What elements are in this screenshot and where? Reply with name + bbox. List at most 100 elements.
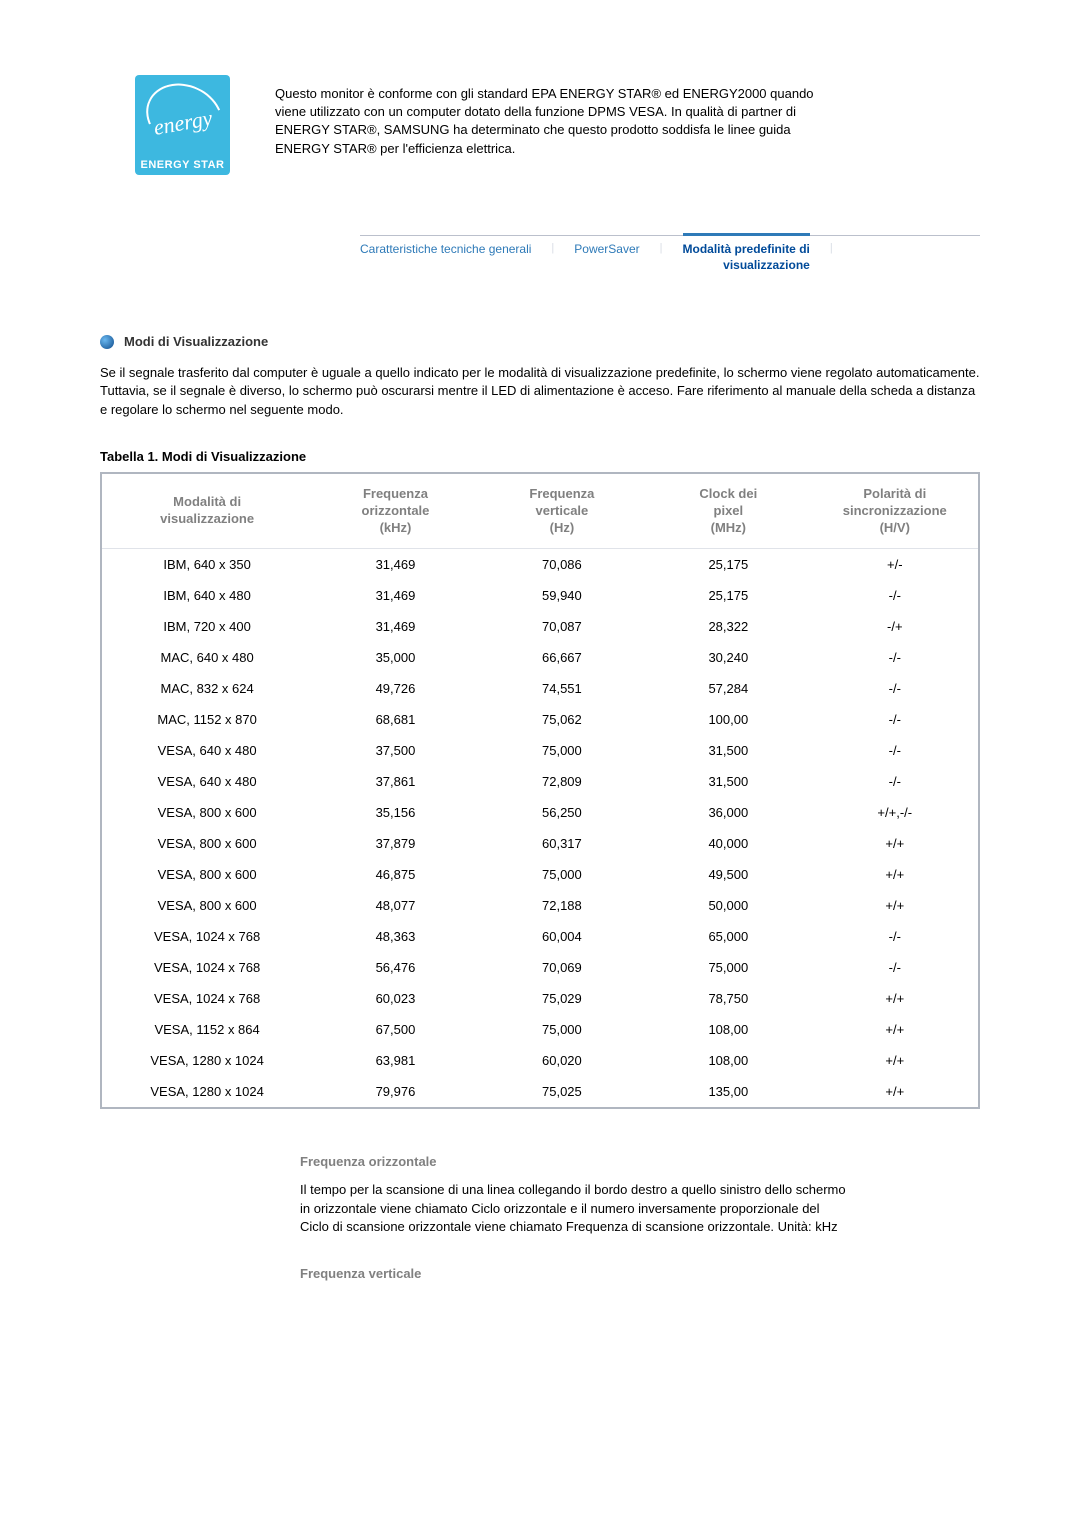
table-row: VESA, 1024 x 76856,47670,06975,000-/- — [102, 952, 978, 983]
table-cell: +/+,-/- — [812, 797, 978, 828]
table-cell: VESA, 800 x 600 — [102, 797, 312, 828]
hdr-text: visualizzazione — [160, 511, 254, 526]
table-cell: 66,667 — [479, 642, 645, 673]
table-cell: -/- — [812, 704, 978, 735]
table-cell: 48,363 — [312, 921, 478, 952]
table-cell: VESA, 800 x 600 — [102, 828, 312, 859]
table-cell: 70,069 — [479, 952, 645, 983]
table-row: VESA, 800 x 60035,15656,25036,000+/+,-/- — [102, 797, 978, 828]
hdr-text: Modalità di — [173, 494, 241, 509]
table-cell: 40,000 — [645, 828, 811, 859]
table-row: VESA, 1152 x 86467,50075,000108,00+/+ — [102, 1014, 978, 1045]
hdr-text: orizzontale — [362, 503, 430, 518]
table-cell: 35,000 — [312, 642, 478, 673]
table-cell: 60,317 — [479, 828, 645, 859]
table-cell: VESA, 1024 x 768 — [102, 983, 312, 1014]
table-cell: 48,077 — [312, 890, 478, 921]
table-cell: 79,976 — [312, 1076, 478, 1107]
table-cell: 135,00 — [645, 1076, 811, 1107]
table-header-row: Modalità di visualizzazione Frequenza or… — [102, 474, 978, 550]
table-cell: +/+ — [812, 828, 978, 859]
table-row: VESA, 1280 x 102463,98160,020108,00+/+ — [102, 1045, 978, 1076]
hdr-text: Frequenza — [363, 486, 428, 501]
table-cell: 65,000 — [645, 921, 811, 952]
table-cell: -/- — [812, 580, 978, 611]
table-row: MAC, 832 x 62449,72674,55157,284-/- — [102, 673, 978, 704]
table-cell: VESA, 640 x 480 — [102, 735, 312, 766]
hdr-text: (MHz) — [711, 520, 746, 535]
table-cell: 60,023 — [312, 983, 478, 1014]
table-cell: IBM, 720 x 400 — [102, 611, 312, 642]
table-cell: 37,861 — [312, 766, 478, 797]
table-caption: Tabella 1. Modi di Visualizzazione — [100, 449, 980, 464]
table-cell: VESA, 640 x 480 — [102, 766, 312, 797]
table-cell: 28,322 — [645, 611, 811, 642]
section-heading: Modi di Visualizzazione — [100, 334, 980, 349]
table-cell: VESA, 1024 x 768 — [102, 921, 312, 952]
table-cell: 63,981 — [312, 1045, 478, 1076]
intro-row: energy ENERGY STAR Questo monitor è conf… — [100, 70, 980, 175]
hdr-text: (kHz) — [380, 520, 412, 535]
table-cell: MAC, 1152 x 870 — [102, 704, 312, 735]
table-cell: 60,004 — [479, 921, 645, 952]
section-title: Modi di Visualizzazione — [124, 334, 268, 349]
tab-preset-line2: visualizzazione — [723, 258, 810, 272]
table-cell: VESA, 800 x 600 — [102, 890, 312, 921]
table-cell: -/- — [812, 921, 978, 952]
table-cell: 70,087 — [479, 611, 645, 642]
table-cell: VESA, 1280 x 1024 — [102, 1076, 312, 1107]
def-hfreq-title: Frequenza orizzontale — [300, 1154, 850, 1169]
table-cell: VESA, 800 x 600 — [102, 859, 312, 890]
table-cell: 100,00 — [645, 704, 811, 735]
col-hfreq: Frequenza orizzontale (kHz) — [312, 474, 478, 550]
table-cell: 75,000 — [479, 1014, 645, 1045]
table-row: VESA, 1024 x 76860,02375,02978,750+/+ — [102, 983, 978, 1014]
table-cell: 75,062 — [479, 704, 645, 735]
table-cell: +/+ — [812, 1014, 978, 1045]
hdr-text: pixel — [714, 503, 744, 518]
table-cell: 46,875 — [312, 859, 478, 890]
table-cell: 56,476 — [312, 952, 478, 983]
table-cell: -/- — [812, 952, 978, 983]
table-row: IBM, 640 x 48031,46959,94025,175-/- — [102, 580, 978, 611]
tab-general[interactable]: Caratteristiche tecniche generali — [360, 242, 531, 262]
table-cell: IBM, 640 x 350 — [102, 549, 312, 580]
table-cell: 25,175 — [645, 549, 811, 580]
table-row: VESA, 1280 x 102479,97675,025135,00+/+ — [102, 1076, 978, 1107]
tab-preset-modes[interactable]: Modalità predefinite di visualizzazione — [683, 233, 810, 279]
table-row: VESA, 800 x 60037,87960,31740,000+/+ — [102, 828, 978, 859]
hdr-text: Frequenza — [529, 486, 594, 501]
table-cell: 108,00 — [645, 1045, 811, 1076]
table-cell: 56,250 — [479, 797, 645, 828]
table-cell: 25,175 — [645, 580, 811, 611]
table-cell: +/+ — [812, 983, 978, 1014]
table-cell: 78,750 — [645, 983, 811, 1014]
table-cell: +/- — [812, 549, 978, 580]
table-cell: VESA, 1024 x 768 — [102, 952, 312, 983]
table-row: VESA, 640 x 48037,50075,00031,500-/- — [102, 735, 978, 766]
hdr-text: (H/V) — [880, 520, 910, 535]
col-polarity: Polarità di sincronizzazione (H/V) — [812, 474, 978, 550]
tab-separator-icon: | — [830, 242, 833, 254]
table-row: VESA, 800 x 60048,07772,18850,000+/+ — [102, 890, 978, 921]
tabs-bar: Caratteristiche tecniche generali | Powe… — [360, 235, 980, 279]
table-cell: 30,240 — [645, 642, 811, 673]
logo-upper: energy — [135, 75, 230, 155]
table-row: IBM, 640 x 35031,46970,08625,175+/- — [102, 549, 978, 580]
tab-powersaver[interactable]: PowerSaver — [574, 242, 639, 262]
table-cell: 31,469 — [312, 611, 478, 642]
col-vfreq: Frequenza verticale (Hz) — [479, 474, 645, 550]
table-cell: 59,940 — [479, 580, 645, 611]
hdr-text: verticale — [536, 503, 589, 518]
table-cell: 31,500 — [645, 766, 811, 797]
col-clock: Clock dei pixel (MHz) — [645, 474, 811, 550]
table-body: IBM, 640 x 35031,46970,08625,175+/-IBM, … — [102, 549, 978, 1107]
table-cell: 75,025 — [479, 1076, 645, 1107]
table-cell: 74,551 — [479, 673, 645, 704]
table-row: VESA, 1024 x 76848,36360,00465,000-/- — [102, 921, 978, 952]
table-cell: VESA, 1152 x 864 — [102, 1014, 312, 1045]
table-cell: 108,00 — [645, 1014, 811, 1045]
table-cell: 57,284 — [645, 673, 811, 704]
table-cell: 36,000 — [645, 797, 811, 828]
table-cell: 37,500 — [312, 735, 478, 766]
